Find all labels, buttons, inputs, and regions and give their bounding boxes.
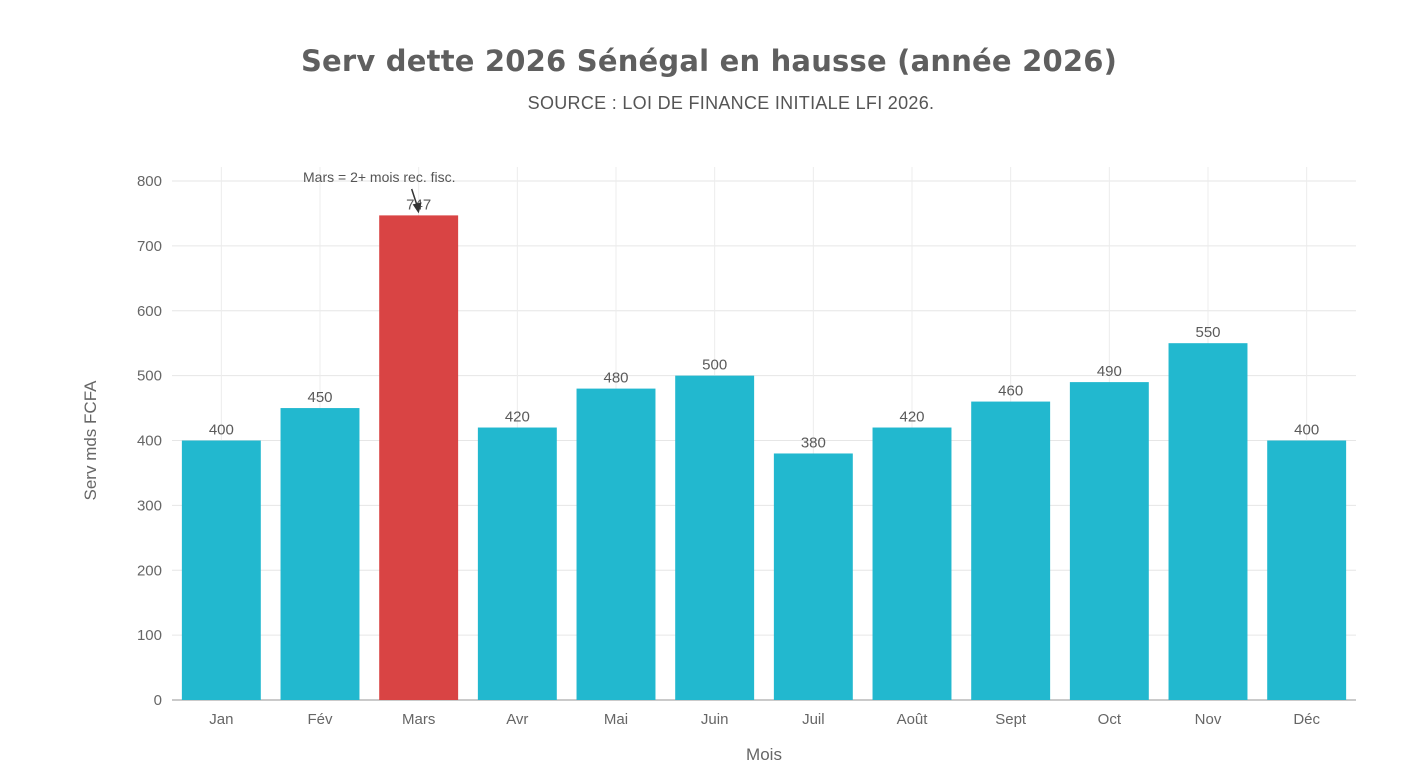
bar-value-label: 400 — [1294, 422, 1319, 439]
y-axis-title: Serv mds FCFA — [81, 380, 100, 501]
annotation-layer: Mars = 2+ mois rec. fisc. — [303, 169, 455, 214]
y-tick-label: 800 — [137, 173, 162, 190]
bar-août — [872, 427, 952, 700]
x-tick-label: Mars — [402, 711, 435, 728]
bars-layer — [181, 215, 1347, 701]
bar-value-label: 490 — [1097, 363, 1122, 380]
x-axis-title: Mois — [746, 745, 782, 764]
x-tick-label: Fév — [307, 711, 333, 728]
annotation-arrow-head — [412, 202, 422, 214]
chart-title: Serv dette 2026 Sénégal en hausse (année… — [300, 44, 1118, 78]
y-tick-label: 0 — [154, 692, 162, 709]
x-tick-label: Avr — [506, 711, 528, 728]
y-tick-label: 700 — [137, 238, 162, 255]
bar-value-label: 480 — [603, 370, 628, 387]
y-tick-label: 500 — [137, 368, 162, 385]
x-tick-label: Mai — [604, 711, 628, 728]
bar-value-label: 450 — [307, 389, 332, 406]
x-tick-label: Jan — [209, 711, 233, 728]
bar-déc — [1267, 440, 1347, 700]
bar-mai — [576, 388, 656, 700]
bar-value-label: 420 — [505, 409, 530, 426]
bar-value-label: 400 — [209, 422, 234, 439]
bar-mars — [379, 215, 459, 701]
bar-sept — [971, 401, 1051, 700]
x-tick-label: Août — [897, 711, 929, 728]
annotation-text: Mars = 2+ mois rec. fisc. — [303, 169, 455, 185]
bar-juin — [675, 375, 755, 700]
x-tick-label: Juin — [701, 711, 729, 728]
bar-jan — [181, 440, 261, 700]
bar-nov — [1168, 343, 1248, 700]
chart-subtitle: SOURCE : LOI DE FINANCE INITIALE LFI 202… — [527, 93, 935, 113]
x-tick-label: Nov — [1195, 711, 1222, 728]
y-tick-label: 100 — [137, 627, 162, 644]
y-tick-label: 600 — [137, 303, 162, 320]
bar-value-label: 420 — [899, 409, 924, 426]
bar-value-label: 550 — [1195, 324, 1220, 341]
x-tick-label: Oct — [1098, 711, 1122, 728]
bar-fév — [280, 408, 360, 700]
labels-layer: 0100200300400500600700800400Jan450Fév747… — [137, 173, 1321, 728]
bar-value-label: 500 — [702, 357, 727, 374]
x-tick-label: Déc — [1293, 711, 1320, 728]
y-tick-label: 200 — [137, 562, 162, 579]
x-tick-label: Sept — [995, 711, 1027, 728]
bar-oct — [1069, 382, 1149, 700]
bar-value-label: 460 — [998, 383, 1023, 400]
y-tick-label: 300 — [137, 497, 162, 514]
x-tick-label: Juil — [802, 711, 825, 728]
bar-avr — [477, 427, 557, 700]
bar-juil — [773, 453, 853, 700]
y-tick-label: 400 — [137, 433, 162, 450]
bar-value-label: 380 — [801, 434, 826, 451]
